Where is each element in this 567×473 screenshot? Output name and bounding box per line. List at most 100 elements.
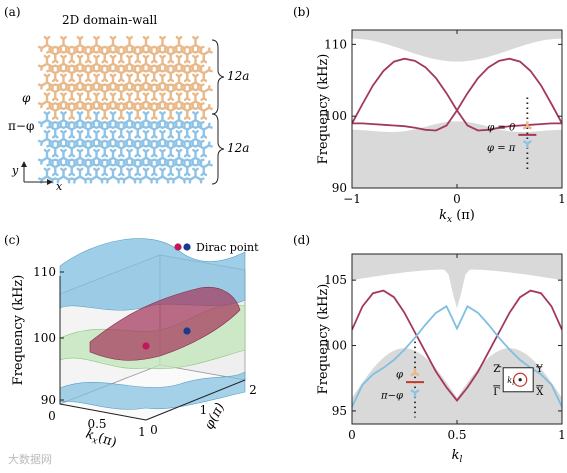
bz-label-gamma: Γ <box>493 387 500 398</box>
y-tick-label: 2 <box>249 383 257 397</box>
trimer-unit <box>79 84 98 101</box>
trimer-unit <box>145 84 164 101</box>
trimer-unit <box>186 111 205 128</box>
trimer-unit <box>112 122 131 139</box>
trimer-unit <box>186 92 205 109</box>
trimer-unit <box>87 36 106 53</box>
trimer-unit <box>136 36 156 53</box>
trimer-unit <box>120 148 139 165</box>
front-edge-y <box>145 379 246 421</box>
y-tick-label: 105 <box>324 273 347 287</box>
trimer-unit <box>153 167 172 184</box>
trimer-unit <box>169 167 189 184</box>
trimer-upper <box>410 368 420 377</box>
panel-d-ylabel: Frequency (kHz) <box>316 284 331 395</box>
panel-label-c: (c) <box>4 233 20 247</box>
trimer-unit <box>70 73 90 90</box>
legend-lower-label: π−φ <box>380 391 403 402</box>
trimer-unit <box>178 141 197 158</box>
x-tick-label: 0 <box>348 428 356 442</box>
trimer-unit <box>194 47 213 64</box>
z-tick-label: 90 <box>41 393 56 407</box>
bz-label-k: k <box>507 376 512 385</box>
trimer-unit <box>161 66 180 83</box>
trimer-unit <box>128 84 147 101</box>
trimer-unit <box>194 103 213 120</box>
trimer-unit <box>136 111 156 128</box>
lower-brace <box>211 113 225 185</box>
trimer-unit <box>95 47 114 64</box>
trimer-unit <box>153 54 172 71</box>
trimer-unit <box>70 130 90 147</box>
x-tick-label: 0 <box>48 409 56 423</box>
trimer-unit <box>161 103 180 120</box>
trimer-unit <box>153 148 172 165</box>
y-tick-label: 100 <box>324 109 347 123</box>
series-line-1 <box>352 57 562 132</box>
z-tick-label: 100 <box>33 331 56 345</box>
upper-phase-label: φ <box>22 91 31 105</box>
trimer-unit <box>178 103 197 120</box>
trimer-unit <box>161 160 180 177</box>
trimer-unit <box>178 47 197 64</box>
legend-dot-blue <box>183 243 191 251</box>
trimer-unit <box>136 92 156 109</box>
trimer-unit <box>70 54 90 71</box>
trimer-unit <box>95 66 114 83</box>
trimer-unit <box>70 92 90 109</box>
trimer-unit <box>112 103 131 120</box>
panel-c-zlabel: Frequency (kHz) <box>11 275 26 386</box>
trimer-unit <box>161 84 180 101</box>
x-tick-label: 0.5 <box>447 428 466 442</box>
trimer-unit <box>103 167 123 184</box>
lower-phase-label: π−φ <box>8 119 34 133</box>
trimer-unit <box>37 167 57 184</box>
trimer-unit <box>54 54 73 71</box>
trimer-unit <box>54 36 73 53</box>
upper-bulk-band <box>352 30 562 62</box>
panel-c-xlabel: kx(π) <box>83 427 118 453</box>
trimer-unit <box>62 122 81 139</box>
trimer-unit <box>103 111 123 128</box>
plot-area <box>352 254 562 424</box>
trimer-unit <box>112 160 131 177</box>
trimer-unit <box>46 66 65 83</box>
trimer-unit <box>46 103 65 120</box>
trimer-unit <box>194 141 213 158</box>
trimer-unit <box>186 36 205 53</box>
trimer-unit <box>54 111 73 128</box>
trimer-unit <box>79 160 98 177</box>
trimer-unit <box>46 160 65 177</box>
trimer-unit <box>169 130 189 147</box>
trimer-unit <box>95 141 114 158</box>
trimer-unit <box>112 141 131 158</box>
trimer-unit <box>87 92 106 109</box>
y-tick-label: 90 <box>332 181 347 195</box>
plot-b: −1 0 1 90 100 110 φ = 0 φ = π <box>324 29 566 206</box>
trimer-unit <box>136 130 156 147</box>
trimer-unit <box>128 141 147 158</box>
dirac-point-blue <box>183 327 191 335</box>
trimer-unit <box>87 130 106 147</box>
trimer-unit <box>153 92 172 109</box>
trimer-unit <box>169 92 189 109</box>
trimer-unit <box>87 73 106 90</box>
trimer-unit <box>178 160 197 177</box>
x-tick-label: 0.5 <box>87 417 106 431</box>
upper-bulk-band <box>352 254 562 309</box>
trimer-unit <box>153 130 172 147</box>
trimer-unit <box>128 47 147 64</box>
bz-loop <box>513 372 528 387</box>
trimer-unit <box>136 167 156 184</box>
legend-lower-label: φ = π <box>487 143 516 154</box>
upper-brace <box>211 39 225 115</box>
y-tick-label: 0 <box>150 423 158 437</box>
trimer-unit <box>70 167 90 184</box>
panel-label-a: (a) <box>4 5 21 19</box>
x-tick-label: 1 <box>558 428 566 442</box>
trimer-unit <box>186 148 205 165</box>
trimer-unit <box>120 73 139 90</box>
legend-upper-label: φ = 0 <box>487 123 516 134</box>
